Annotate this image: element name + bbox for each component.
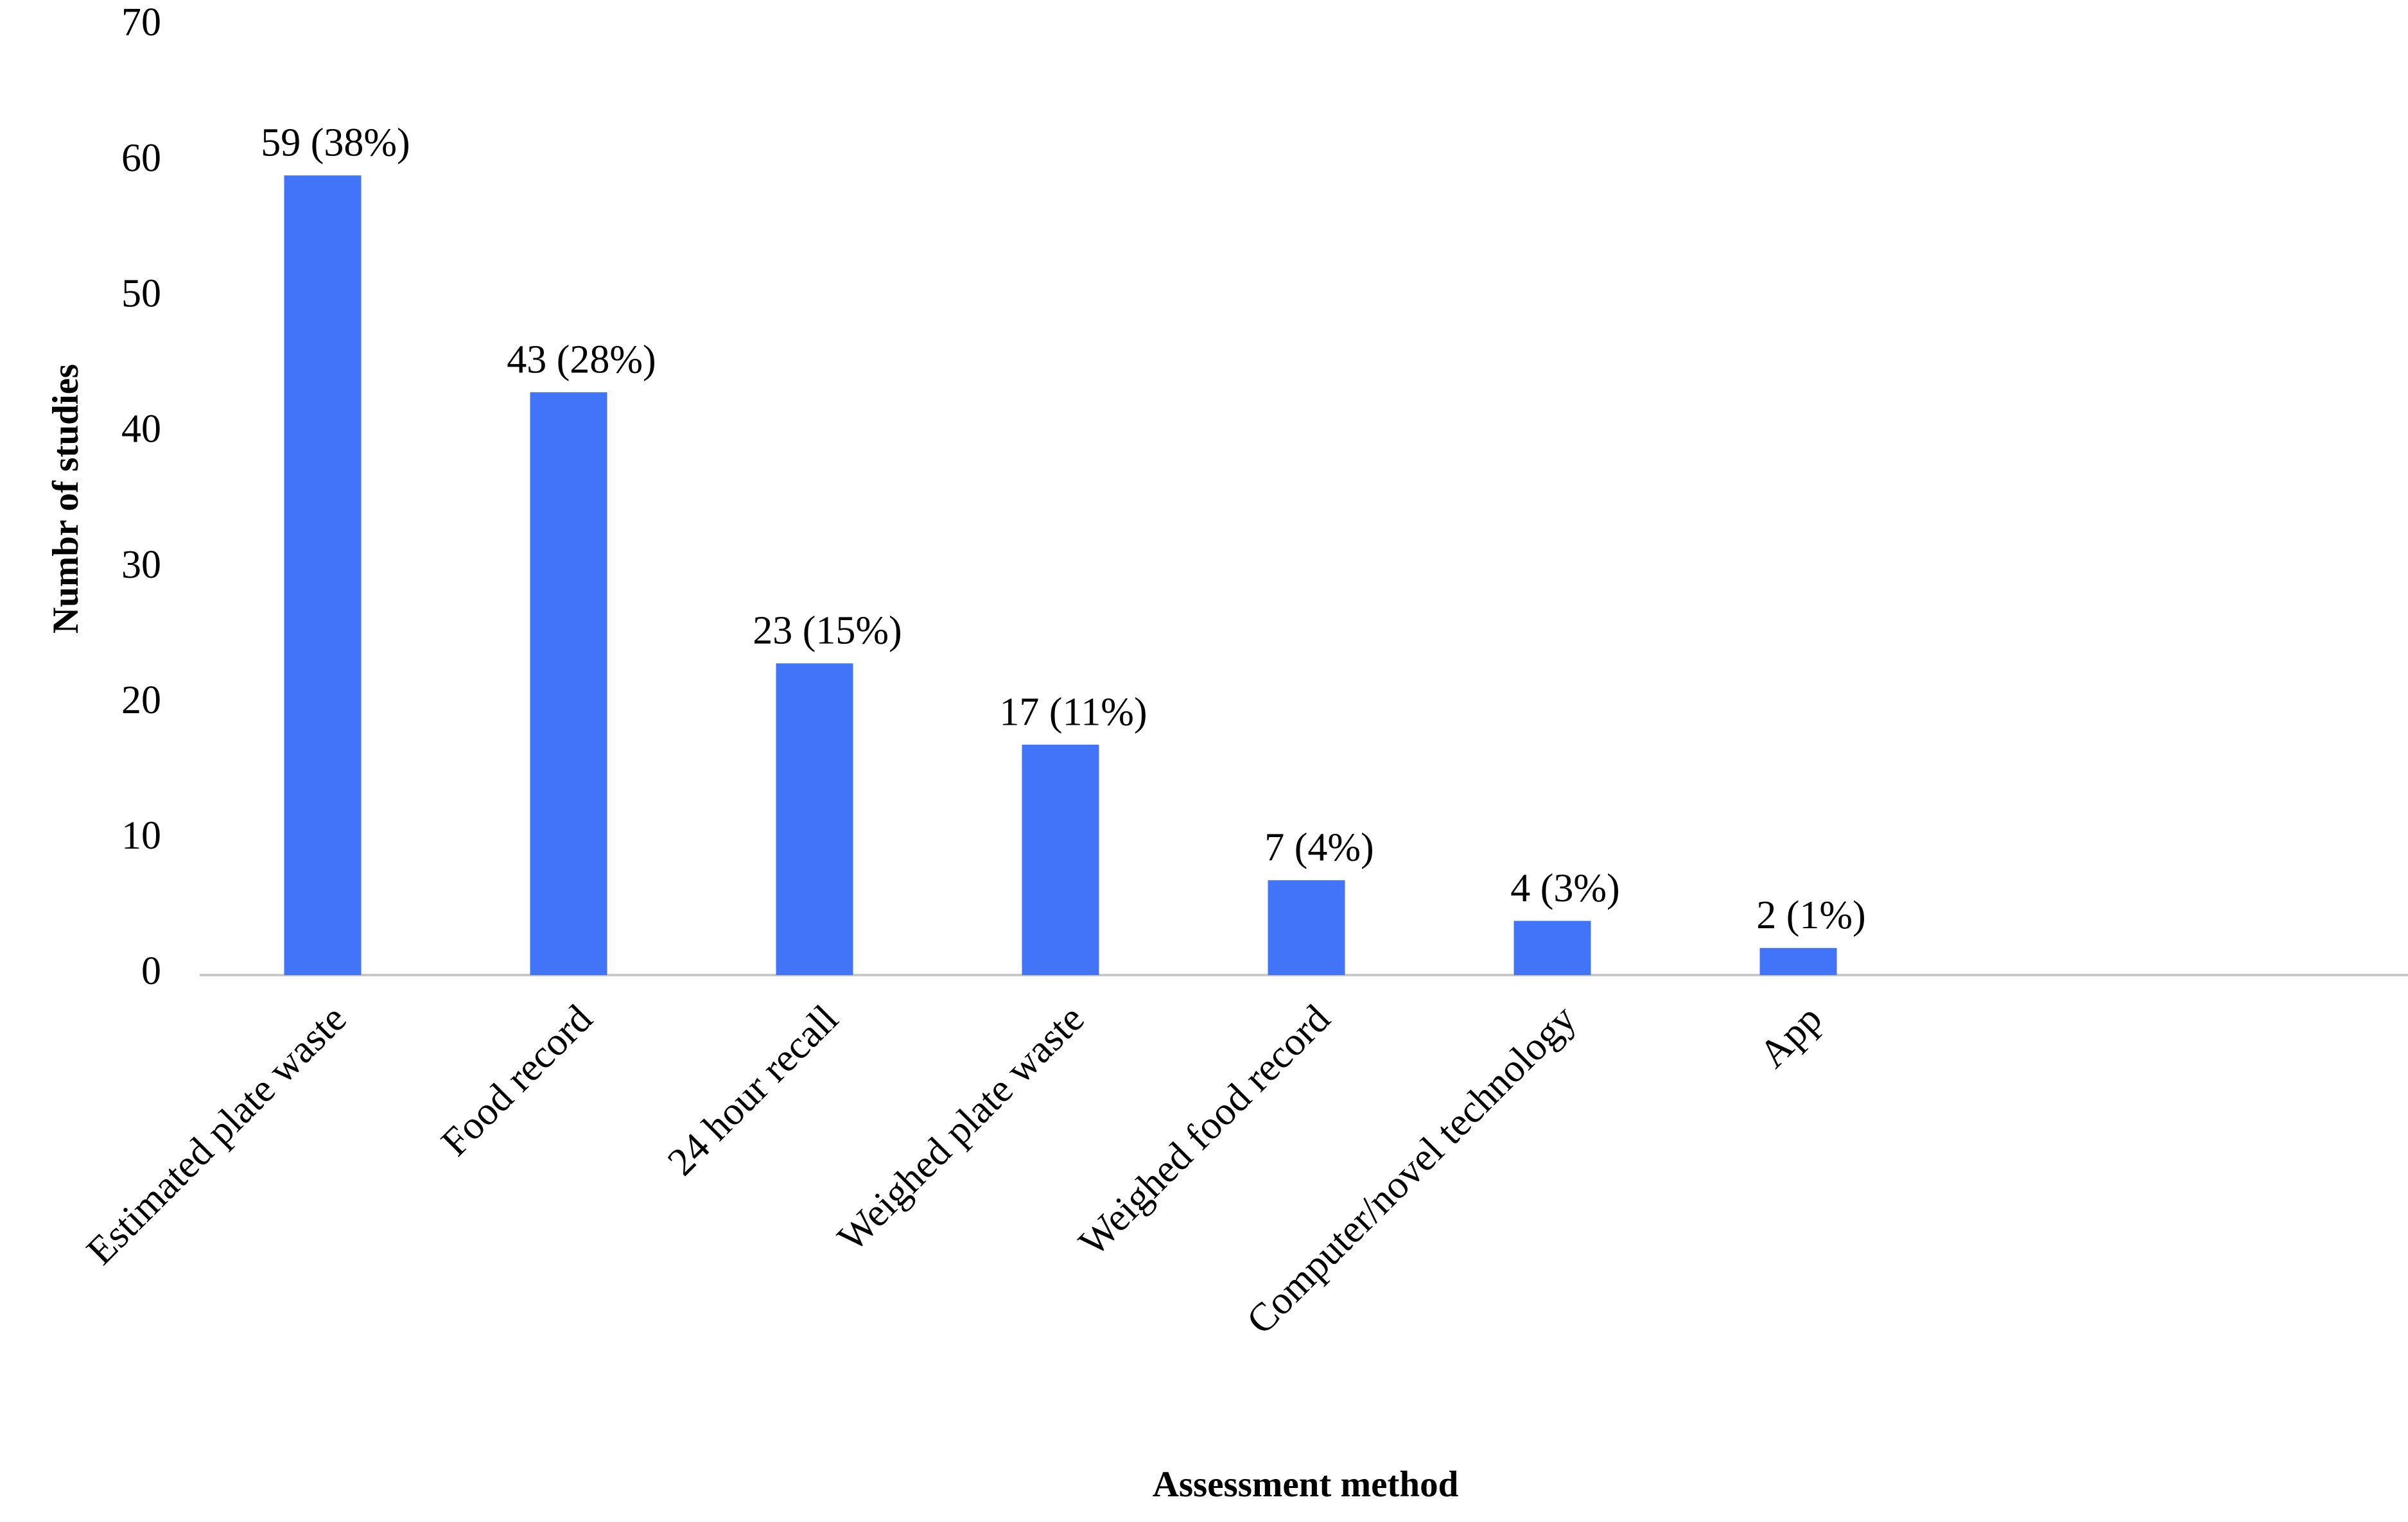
y-tick-label: 50 xyxy=(121,272,161,316)
y-tick-label: 30 xyxy=(121,543,161,587)
x-tick-label: Weighed food record xyxy=(1070,997,1338,1265)
x-axis-title: Assessment method xyxy=(1153,1464,1459,1505)
bar xyxy=(284,175,362,976)
value-label: 43 (28%) xyxy=(507,338,656,381)
bar xyxy=(776,663,853,975)
bar xyxy=(1268,880,1345,975)
value-label: 4 (3%) xyxy=(1510,867,1619,910)
value-label: 59 (38%) xyxy=(261,121,410,164)
bar xyxy=(1022,745,1099,975)
x-tick-label: App xyxy=(1751,997,1831,1077)
x-tick-label: Estimated plate waste xyxy=(78,997,354,1273)
y-tick-label: 40 xyxy=(121,408,161,451)
y-tick-label: 10 xyxy=(121,814,161,858)
y-tick-label: 70 xyxy=(121,1,161,44)
bar xyxy=(1759,947,1837,975)
value-label: 23 (15%) xyxy=(753,609,902,653)
y-tick-label: 0 xyxy=(141,949,161,993)
value-label: 17 (11%) xyxy=(999,690,1147,734)
y-axis-title: Numbr of studies xyxy=(46,364,86,634)
y-tick-label: 20 xyxy=(121,679,161,722)
value-label: 7 (4%) xyxy=(1264,826,1374,869)
x-tick-label: 24 hour recall xyxy=(659,997,847,1184)
y-tick-label: 60 xyxy=(121,136,161,180)
bar xyxy=(1514,921,1591,975)
value-label: 2 (1%) xyxy=(1756,894,1865,937)
bar xyxy=(530,392,607,975)
x-tick-label: Weighed plate waste xyxy=(830,997,1093,1260)
x-tick-label: Food record xyxy=(433,997,600,1164)
